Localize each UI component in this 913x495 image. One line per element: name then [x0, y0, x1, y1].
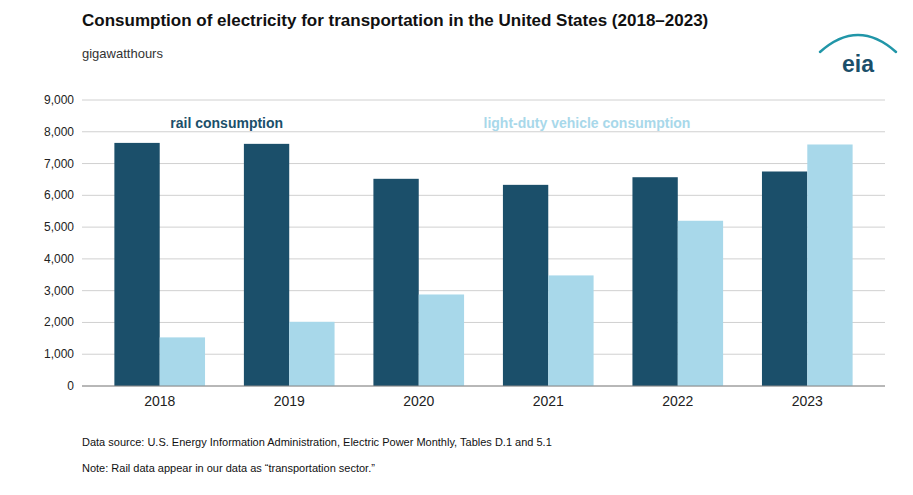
- x-tick-label: 2022: [662, 393, 693, 409]
- legend-label: rail consumption: [170, 115, 283, 131]
- y-tick-label: 4,000: [44, 252, 74, 266]
- footnote: Note: Rail data appear in our data as “t…: [82, 462, 375, 474]
- grid-line: [82, 163, 885, 164]
- y-tick-label: 0: [67, 379, 74, 393]
- bar: [807, 144, 852, 386]
- logo: eia: [820, 35, 896, 77]
- chart: Consumption of electricity for transport…: [0, 0, 913, 495]
- y-tick-label: 6,000: [44, 188, 74, 202]
- logo-arc: [820, 35, 896, 52]
- logo-text: eia: [842, 51, 874, 77]
- y-tick-label: 8,000: [44, 125, 74, 139]
- y-tick-label: 7,000: [44, 157, 74, 171]
- x-tick-label: 2019: [274, 393, 305, 409]
- grid-line: [82, 131, 885, 132]
- y-tick-label: 5,000: [44, 220, 74, 234]
- bar: [548, 275, 593, 386]
- bar: [762, 172, 807, 387]
- x-tick-label: 2021: [533, 393, 564, 409]
- grid-line: [82, 100, 885, 101]
- footnote: Data source: U.S. Energy Information Adm…: [82, 436, 552, 448]
- legend-label: light-duty vehicle consumption: [484, 115, 691, 131]
- bar: [419, 294, 464, 386]
- x-axis-line: [82, 386, 885, 387]
- grid: [82, 100, 885, 386]
- x-tick-label: 2020: [403, 393, 434, 409]
- x-tick-label: 2023: [792, 393, 823, 409]
- bar: [503, 185, 548, 386]
- bar: [678, 221, 723, 386]
- bar: [632, 177, 677, 386]
- bar: [160, 337, 205, 386]
- grid-line: [82, 386, 885, 387]
- subtitle: gigawatthours: [82, 46, 163, 61]
- y-tick-label: 9,000: [44, 93, 74, 107]
- y-tick-label: 2,000: [44, 315, 74, 329]
- bar: [289, 322, 334, 386]
- title: Consumption of electricity for transport…: [82, 11, 708, 30]
- y-tick-label: 1,000: [44, 347, 74, 361]
- y-tick-label: 3,000: [44, 284, 74, 298]
- bar: [373, 179, 418, 386]
- bar: [114, 143, 159, 386]
- bar: [244, 144, 289, 386]
- x-tick-label: 2018: [144, 393, 175, 409]
- bars: [114, 143, 852, 386]
